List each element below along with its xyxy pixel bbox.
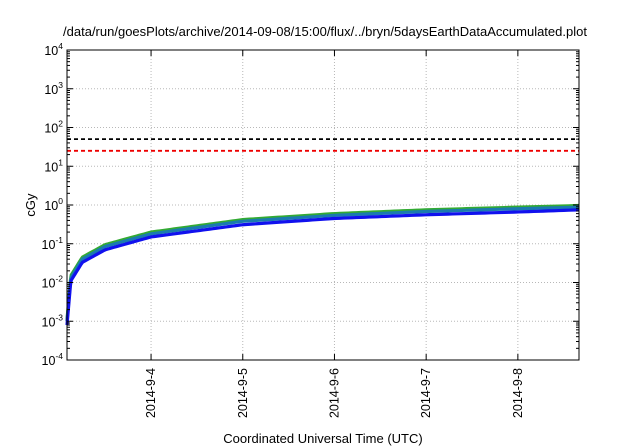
grid bbox=[67, 50, 579, 360]
series-line-3 bbox=[65, 208, 580, 326]
y-tick-label: 104 bbox=[44, 41, 63, 58]
x-tick-label: 2014-9-5 bbox=[236, 368, 250, 418]
ticks: 10-4 10-3 10-2 10-1 100 101 102 103 104 2014-9-4 2… bbox=[42, 41, 579, 418]
series-line-2 bbox=[65, 205, 580, 322]
y-axis-label: cGy bbox=[23, 193, 38, 217]
y-tick-label: 10-1 bbox=[42, 235, 64, 252]
y-tick-label: 10-4 bbox=[42, 351, 64, 368]
x-tick-label: 2014-9-6 bbox=[327, 368, 341, 418]
y-tick-label: 10-2 bbox=[42, 274, 64, 291]
y-tick-label: 103 bbox=[44, 80, 63, 97]
series-line-1 bbox=[65, 203, 580, 320]
y-tick-label: 100 bbox=[44, 196, 63, 213]
y-tick-label: 101 bbox=[44, 157, 63, 174]
x-tick-label: 2014-9-4 bbox=[144, 368, 158, 418]
y-tick-label: 10-3 bbox=[42, 312, 64, 329]
series-layer bbox=[65, 138, 580, 326]
x-tick-label: 2014-9-7 bbox=[419, 368, 433, 418]
x-tick-label: 2014-9-8 bbox=[511, 368, 525, 418]
x-axis-label: Coordinated Universal Time (UTC) bbox=[223, 431, 422, 446]
y-tick-label: 102 bbox=[44, 119, 63, 136]
chart-title: /data/run/goesPlots/archive/2014-09-08/1… bbox=[63, 24, 587, 39]
